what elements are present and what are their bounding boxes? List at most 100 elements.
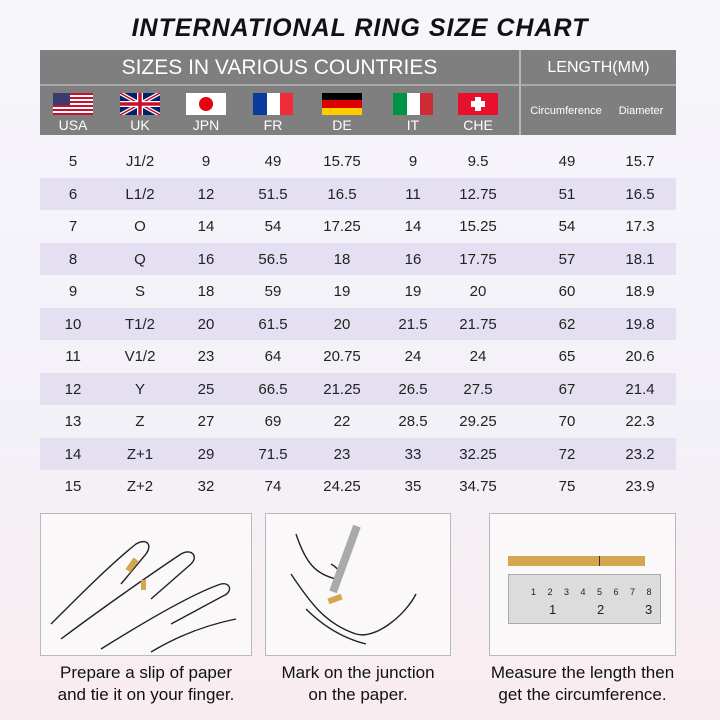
table-row: 7 O 14 54 17.25 14 15.25 54 17.3 <box>40 210 676 243</box>
table-cell: Z+2 <box>126 478 154 495</box>
italy-flag-icon <box>393 93 433 115</box>
table-row: 6 L1/2 12 51.5 16.5 11 12.75 51 16.5 <box>40 177 676 210</box>
marking-pen-icon <box>290 524 417 645</box>
table-cell: 6 <box>68 185 78 203</box>
step2-line2: on the paper. <box>308 685 408 704</box>
table-cell: 54 <box>264 218 282 235</box>
table-cell: 12 <box>64 380 82 398</box>
table-cell: 33 <box>404 445 422 463</box>
table-cell: 69 <box>264 413 282 430</box>
ruler-mm-label: 7 <box>630 587 636 597</box>
circumference-heading: Circumference <box>530 105 602 117</box>
table-cell: 70 <box>558 413 576 430</box>
ruler-mm-label: 8 <box>646 587 652 597</box>
table-cell: 15.25 <box>459 218 497 235</box>
germany-flag-icon <box>322 93 362 115</box>
table-cell: 18.9 <box>625 283 655 300</box>
table-cell: 23 <box>333 445 351 463</box>
table-cell: 13 <box>64 413 82 430</box>
france-flag-icon <box>253 93 293 115</box>
table-cell: 71.5 <box>258 445 288 463</box>
table-row: 9 S 18 59 19 19 20 60 18.9 <box>40 275 676 308</box>
table-cell: 16.5 <box>625 185 655 203</box>
table-cell: 9 <box>408 153 418 170</box>
table-cell: 74 <box>264 478 282 495</box>
table-cell: 27.5 <box>463 380 493 398</box>
table-cell: 20 <box>469 283 487 300</box>
size-table-body: 5 J1/2 9 49 15.75 9 9.5 49 15.7 6 L1/2 12 51.5 16.5 11… <box>40 145 676 503</box>
step2-line1: Mark on the junction <box>281 663 435 682</box>
table-cell: 20.75 <box>323 348 361 365</box>
table-cell: 67 <box>558 380 576 398</box>
table-cell: 22.3 <box>625 413 655 430</box>
table-cell: 18 <box>197 283 215 300</box>
table-cell: 21.5 <box>398 315 428 333</box>
table-cell: 18 <box>333 250 351 268</box>
table-row: 5 J1/2 9 49 15.75 9 9.5 49 15.7 <box>40 145 676 178</box>
table-cell: 21.4 <box>625 380 655 398</box>
ruler-mm-label: 1 <box>531 587 537 597</box>
table-row: 8 Q 16 56.5 18 16 17.75 57 18.1 <box>40 242 676 275</box>
table-cell: 8 <box>68 250 78 268</box>
country-fr: FR <box>263 117 283 133</box>
table-cell: T1/2 <box>124 315 156 333</box>
country-che: CHE <box>463 117 493 133</box>
table-cell: 21.25 <box>323 380 361 398</box>
sizes-heading: SIZES IN VARIOUS COUNTRIES <box>40 50 519 86</box>
step2-illustration <box>265 513 451 656</box>
table-cell: 11 <box>405 185 421 203</box>
table-cell: O <box>134 218 146 235</box>
table-row: 15 Z+2 32 74 24.25 35 34.75 75 23.9 <box>40 470 676 503</box>
step1-caption: Prepare a slip of paper and tie it on you… <box>40 662 252 706</box>
ruler-mm-label: 4 <box>580 587 586 597</box>
table-cell: 16 <box>197 250 215 268</box>
table-cell: 62 <box>558 315 576 333</box>
step1-line2: and tie it on your finger. <box>57 685 235 704</box>
table-cell: 35 <box>404 478 422 495</box>
table-cell: 17.25 <box>323 218 361 235</box>
table-cell: 23 <box>197 348 215 365</box>
step3-line1: Measure the length then <box>490 663 675 682</box>
table-cell: 57 <box>558 250 576 268</box>
table-cell: 20.6 <box>625 348 655 365</box>
page-title: INTERNATIONAL RING SIZE CHART <box>131 14 589 42</box>
country-jpn: JPN <box>192 117 220 133</box>
step3-caption: Measure the length then get the circumfer… <box>475 662 690 706</box>
table-cell: 66.5 <box>258 380 288 398</box>
country-uk: UK <box>130 117 150 133</box>
table-cell: 32 <box>197 478 215 495</box>
table-cell: 15.75 <box>323 153 361 170</box>
table-cell: 34.75 <box>459 478 497 495</box>
table-cell: 75 <box>558 478 576 495</box>
table-cell: 20 <box>333 315 351 333</box>
table-cell: 29.25 <box>459 413 497 430</box>
table-cell: 72 <box>558 445 576 463</box>
table-cell: 15 <box>64 478 82 495</box>
table-cell: 64 <box>264 348 282 365</box>
table-row: 11 V1/2 23 64 20.75 24 24 65 20.6 <box>40 340 676 373</box>
table-cell: 60 <box>558 283 576 300</box>
table-cell: 12.75 <box>459 185 497 203</box>
table-cell: 18.1 <box>625 250 655 268</box>
step1-line1: Prepare a slip of paper <box>60 663 232 682</box>
table-cell: 56.5 <box>258 250 288 268</box>
country-usa: USA <box>58 117 88 133</box>
ruler-mm-label: 6 <box>613 587 619 597</box>
table-cell: 26.5 <box>398 380 428 398</box>
table-cell: 24 <box>469 348 487 365</box>
table-cell: 32.25 <box>459 445 497 463</box>
table-cell: 24 <box>404 348 422 365</box>
table-cell: Q <box>134 250 146 268</box>
table-cell: 27 <box>197 413 215 430</box>
table-header: SIZES IN VARIOUS COUNTRIES LENGTH(MM) US… <box>40 50 676 135</box>
table-cell: 19.8 <box>625 315 655 333</box>
table-cell: 14 <box>197 218 215 235</box>
table-cell: 29 <box>197 445 215 463</box>
country-de: DE <box>332 117 352 133</box>
step3-line2: get the circumference. <box>498 685 667 704</box>
table-cell: Y <box>134 380 146 398</box>
table-cell: 20 <box>197 315 215 333</box>
table-cell: S <box>134 283 146 300</box>
diameter-heading: Diameter <box>618 105 664 117</box>
